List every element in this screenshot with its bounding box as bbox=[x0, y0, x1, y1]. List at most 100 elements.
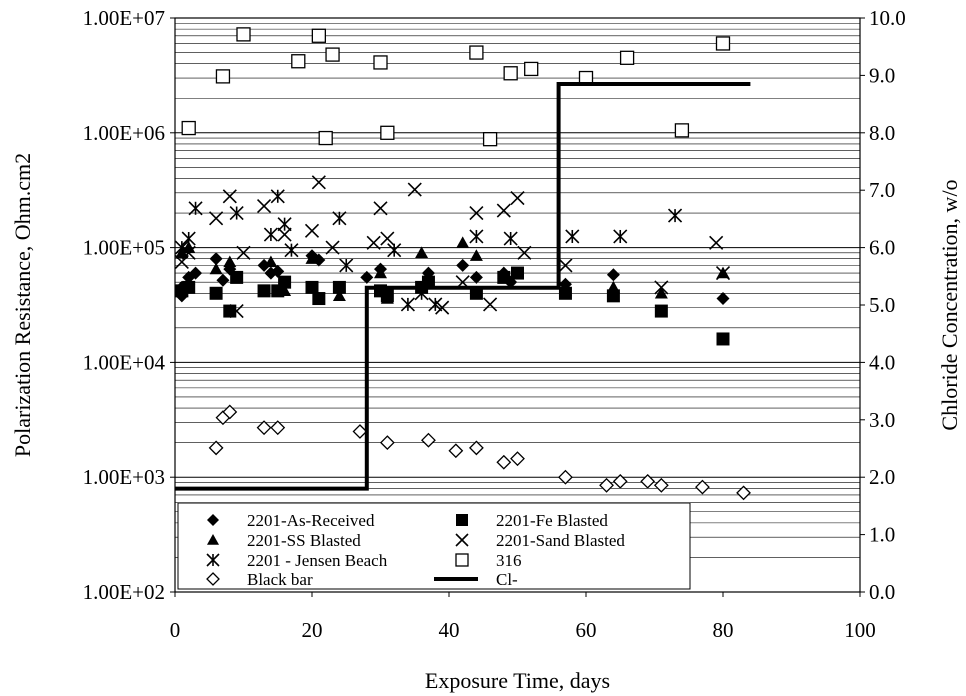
legend: 2201-As-Received 2201-Fe Blasted 2201-SS B… bbox=[177, 502, 691, 590]
legend-item: 2201-Sand Blasted bbox=[455, 531, 625, 550]
data-point bbox=[736, 485, 751, 501]
data-point bbox=[503, 66, 518, 81]
data-marks bbox=[174, 27, 751, 501]
data-point bbox=[209, 252, 223, 266]
x-tick-label: 40 bbox=[439, 618, 460, 642]
x-tick-label: 60 bbox=[576, 618, 597, 642]
data-point bbox=[380, 231, 395, 246]
data-point bbox=[654, 280, 669, 295]
data-point bbox=[517, 245, 532, 260]
chloride-step-line bbox=[175, 82, 751, 491]
data-point bbox=[695, 479, 710, 495]
data-point bbox=[558, 469, 573, 485]
data-point bbox=[606, 268, 620, 282]
data-point bbox=[332, 280, 346, 294]
data-point bbox=[510, 191, 525, 206]
data-point bbox=[640, 473, 656, 489]
data-point bbox=[236, 245, 251, 260]
data-point bbox=[277, 217, 292, 232]
data-point bbox=[469, 45, 484, 60]
data-point bbox=[428, 297, 443, 312]
data-point bbox=[257, 284, 271, 298]
data-point bbox=[613, 229, 628, 244]
data-point bbox=[189, 266, 203, 280]
y2-tick-label: 7.0 bbox=[869, 178, 895, 202]
data-point bbox=[270, 420, 286, 436]
legend-box bbox=[177, 502, 691, 590]
data-point bbox=[373, 201, 388, 216]
data-point bbox=[497, 266, 511, 279]
data-point bbox=[716, 292, 730, 306]
data-point bbox=[352, 424, 368, 439]
legend-marker bbox=[206, 553, 220, 567]
data-point bbox=[558, 284, 572, 297]
data-point bbox=[256, 199, 272, 214]
data-point bbox=[256, 420, 272, 436]
data-point bbox=[558, 258, 573, 273]
data-point bbox=[469, 286, 483, 300]
data-point bbox=[421, 275, 435, 289]
y2-tick-label: 9.0 bbox=[869, 63, 895, 87]
data-point bbox=[503, 231, 518, 246]
data-point bbox=[339, 258, 354, 273]
data-point bbox=[284, 243, 299, 258]
data-point bbox=[380, 292, 394, 304]
data-point bbox=[181, 231, 196, 246]
data-point bbox=[229, 304, 244, 319]
data-point bbox=[181, 245, 196, 260]
data-point bbox=[360, 270, 374, 284]
data-point bbox=[565, 229, 580, 244]
series-5 bbox=[181, 27, 731, 147]
data-point bbox=[209, 262, 223, 275]
data-point bbox=[448, 443, 464, 459]
data-point bbox=[271, 264, 285, 278]
series-3 bbox=[174, 175, 731, 319]
legend-marker bbox=[455, 533, 469, 547]
data-point bbox=[510, 451, 525, 467]
x-tick-label: 20 bbox=[302, 618, 323, 642]
data-point bbox=[188, 201, 203, 216]
data-point bbox=[469, 205, 484, 221]
data-point bbox=[674, 123, 690, 138]
data-point bbox=[468, 440, 484, 456]
data-point bbox=[456, 258, 470, 272]
data-point bbox=[174, 254, 189, 270]
data-point bbox=[332, 211, 347, 226]
legend-label: 2201-SS Blasted bbox=[247, 531, 361, 550]
data-point bbox=[496, 454, 512, 470]
data-point bbox=[208, 440, 224, 456]
data-point bbox=[599, 477, 614, 493]
data-point bbox=[421, 432, 436, 448]
data-point bbox=[654, 286, 668, 299]
y2-tick-label: 5.0 bbox=[869, 293, 895, 317]
data-point bbox=[612, 473, 628, 489]
data-point bbox=[387, 243, 402, 258]
data-point bbox=[469, 229, 484, 244]
data-point bbox=[709, 235, 724, 250]
y-tick-label: 1.00E+04 bbox=[83, 350, 166, 374]
data-point bbox=[304, 223, 320, 238]
legend-marker bbox=[455, 553, 469, 567]
y2-tick-label: 8.0 bbox=[869, 121, 895, 145]
series-7 bbox=[175, 82, 751, 491]
y-axis-title: Polarization Resistance, Ohm.cm2 bbox=[10, 153, 35, 457]
data-point bbox=[215, 69, 231, 84]
legend-label: 2201-Sand Blasted bbox=[496, 531, 625, 550]
data-point bbox=[469, 270, 483, 284]
legend-label: 316 bbox=[496, 551, 522, 570]
data-point bbox=[182, 280, 196, 294]
data-point bbox=[174, 240, 189, 255]
legend-item: Cl- bbox=[434, 570, 518, 589]
data-point bbox=[230, 270, 244, 284]
data-point bbox=[379, 435, 395, 451]
legend-marker bbox=[206, 572, 220, 586]
y2-tick-label: 4.0 bbox=[869, 350, 895, 374]
legend-label: 2201-Fe Blasted bbox=[496, 511, 608, 530]
data-point bbox=[311, 28, 327, 43]
data-point bbox=[291, 54, 306, 69]
data-point bbox=[312, 292, 326, 306]
x-tick-label: 80 bbox=[713, 618, 734, 642]
data-point bbox=[305, 280, 319, 294]
y2-tick-label: 1.0 bbox=[869, 523, 895, 547]
data-point bbox=[715, 266, 731, 281]
